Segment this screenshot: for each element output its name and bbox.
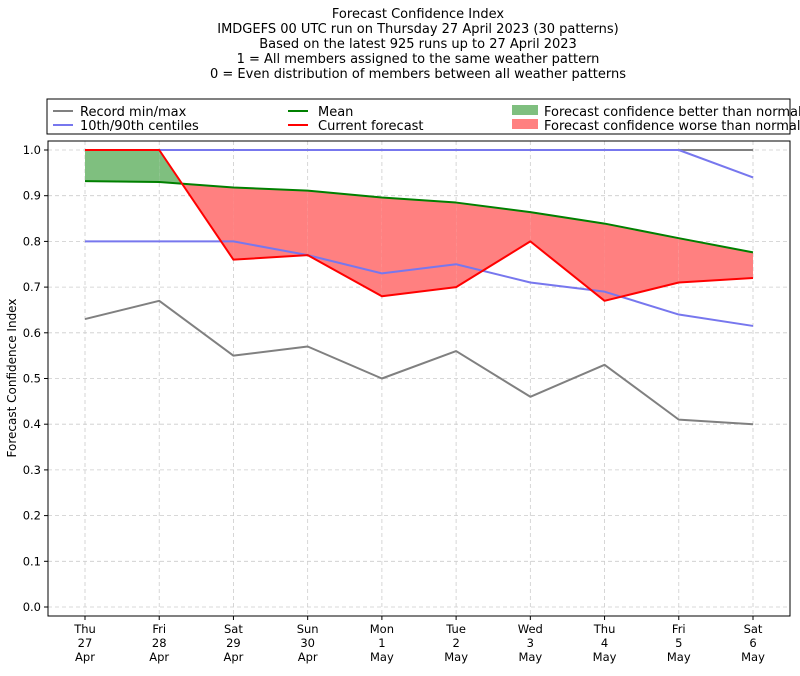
title-line-3: Based on the latest 925 runs up to 27 Ap… — [259, 37, 577, 52]
x-tick-label: 29 — [226, 636, 241, 650]
chart-title: Forecast Confidence Index IMDGEFS 00 UTC… — [210, 7, 626, 82]
x-tick-label: Apr — [298, 650, 318, 664]
x-tick-label: Sat — [744, 622, 763, 636]
x-tick-label: May — [741, 650, 765, 664]
mean-line — [84, 180, 754, 254]
x-axis-ticks: Thu27AprFri28AprSat29AprSun30AprMon1MayT… — [73, 616, 765, 664]
x-tick-label: Wed — [518, 622, 543, 636]
y-tick-label: 0.3 — [23, 463, 41, 477]
x-tick-label: Thu — [593, 622, 616, 636]
legend-current-label: Current forecast — [318, 119, 424, 134]
x-tick-label: 27 — [78, 636, 93, 650]
legend-better-label: Forecast confidence better than normal — [544, 105, 800, 120]
record-min-line — [84, 299, 754, 426]
x-tick-label: 1 — [378, 636, 385, 650]
worse-than-normal-area — [604, 223, 679, 301]
y-tick-label: 0.4 — [23, 417, 41, 431]
x-tick-label: May — [518, 650, 542, 664]
x-tick-label: Fri — [152, 622, 166, 636]
better-than-normal-area — [85, 150, 160, 182]
title-line-5: 0 = Even distribution of members between… — [210, 67, 626, 82]
y-tick-label: 0.9 — [23, 189, 41, 203]
y-tick-label: 0.2 — [23, 509, 41, 523]
x-tick-label: 3 — [527, 636, 534, 650]
y-axis-label: Forecast Confidence Index — [5, 299, 19, 458]
worse-than-normal-area — [381, 197, 457, 297]
y-axis-ticks: 0.0 0.1 0.2 0.3 0.4 0.5 0.6 0.7 0.8 0.9 1.0 — [23, 143, 48, 614]
x-tick-label: May — [593, 650, 617, 664]
title-line-1: Forecast Confidence Index — [332, 7, 504, 22]
x-tick-label: 30 — [300, 636, 315, 650]
legend-record-label: Record min/max — [80, 105, 187, 120]
current-forecast-line — [85, 149, 754, 302]
x-tick-label: Apr — [75, 650, 95, 664]
p90-centile-line — [85, 149, 754, 179]
legend-better-swatch — [512, 105, 538, 115]
x-tick-label: Fri — [672, 622, 686, 636]
p10-centile-line — [85, 240, 754, 327]
legend-mean-label: Mean — [318, 105, 353, 120]
legend-worse-swatch — [512, 119, 538, 129]
title-line-2: IMDGEFS 00 UTC run on Thursday 27 April … — [217, 22, 619, 37]
x-tick-label: 4 — [601, 636, 608, 650]
title-line-4: 1 = All members assigned to the same wea… — [237, 52, 600, 67]
worse-than-normal-area — [530, 212, 605, 301]
y-tick-label: 0.7 — [23, 280, 41, 294]
x-tick-label: May — [667, 650, 691, 664]
x-tick-label: May — [370, 650, 394, 664]
x-tick-label: Apr — [223, 650, 243, 664]
y-tick-label: 1.0 — [23, 143, 41, 157]
x-tick-label: Sun — [297, 622, 319, 636]
x-tick-label: 2 — [452, 636, 459, 650]
x-tick-label: May — [444, 650, 468, 664]
legend-centile-label: 10th/90th centiles — [80, 119, 199, 134]
worse-than-normal-area — [456, 202, 531, 288]
y-tick-label: 0.8 — [23, 234, 41, 248]
y-tick-label: 0.6 — [23, 326, 41, 340]
confidence-fill-areas — [85, 150, 753, 301]
x-tick-label: Tue — [445, 622, 466, 636]
x-tick-label: Mon — [370, 622, 394, 636]
x-tick-label: 6 — [749, 636, 756, 650]
legend: Record min/max 10th/90th centiles Mean C… — [46, 98, 800, 135]
series-lines — [84, 149, 754, 426]
y-tick-label: 0.1 — [23, 554, 41, 568]
legend-box — [46, 98, 791, 135]
y-tick-label: 0.5 — [23, 372, 41, 386]
worse-than-normal-area — [233, 187, 308, 260]
legend-worse-label: Forecast confidence worse than normal — [544, 119, 800, 134]
x-tick-label: Apr — [149, 650, 169, 664]
x-tick-label: 5 — [675, 636, 682, 650]
x-tick-label: Thu — [73, 622, 96, 636]
x-tick-label: 28 — [152, 636, 167, 650]
worse-than-normal-area — [307, 190, 382, 297]
x-tick-label: Sat — [224, 622, 243, 636]
y-tick-label: 0.0 — [23, 600, 41, 614]
